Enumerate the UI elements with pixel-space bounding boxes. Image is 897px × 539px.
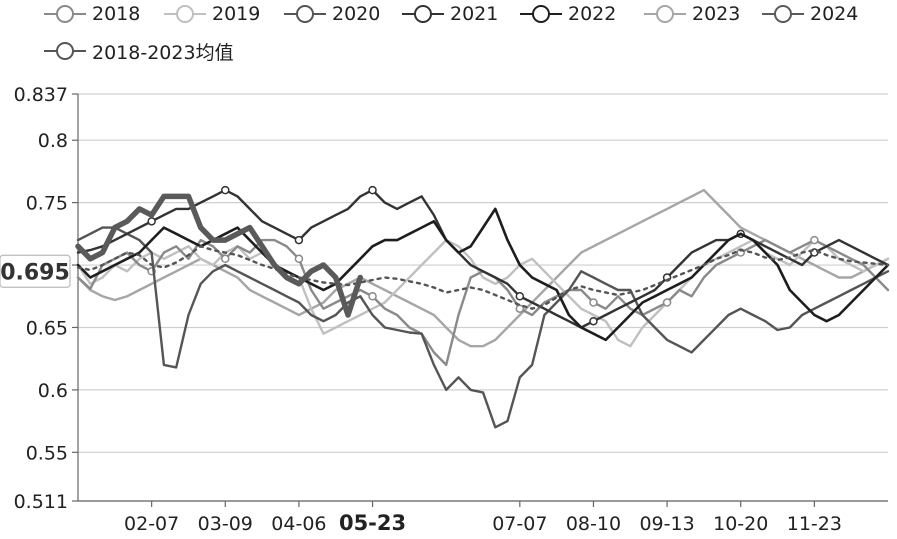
legend-item[interactable]: 2018-2023均值 (42, 38, 234, 64)
legend-item[interactable]: 2023 (642, 1, 740, 27)
legend-item[interactable]: 2021 (400, 1, 498, 27)
legend-label: 2024 (810, 3, 859, 25)
legend-label: 2021 (450, 3, 499, 25)
x-tick-label: 08-10 (566, 513, 621, 535)
x-tick-label: 11-23 (787, 513, 842, 535)
legend-label: 2018 (92, 3, 141, 25)
data-point (589, 316, 598, 326)
legend-item[interactable]: 2024 (760, 1, 858, 27)
data-point (515, 292, 525, 301)
y-tick-label: 0.65 (26, 317, 68, 339)
legend-swatch-icon (164, 5, 206, 23)
x-tick-label: 03-09 (198, 513, 253, 535)
x-tick-label: 07-07 (492, 513, 547, 535)
y-highlight-box (0, 254, 71, 288)
series-lines (75, 185, 890, 429)
legend-swatch-icon (520, 5, 562, 23)
data-point (147, 217, 156, 226)
y-tick-label: 0.55 (26, 442, 68, 464)
y-tick-label: 0.837 (14, 84, 68, 106)
legend-label: 2022 (568, 3, 617, 25)
data-point (515, 304, 525, 313)
grid-lines (78, 93, 888, 502)
series-line (75, 193, 364, 318)
x-tick-label: 02-07 (124, 513, 179, 535)
legend-swatch-icon (44, 5, 86, 23)
series-line (76, 238, 890, 348)
data-point (368, 185, 377, 195)
data-point (221, 185, 230, 195)
legend-label: 2023 (692, 3, 741, 25)
legend-label: 2019 (212, 3, 261, 25)
data-point (294, 235, 304, 245)
legend-label: 2020 (332, 3, 381, 25)
y-tick-label: 0.511 (14, 491, 68, 513)
legend-label: 2018-2023均值 (92, 41, 234, 64)
x-tick-label: 10-20 (713, 513, 768, 535)
x-tick-label: 05-23 (339, 511, 406, 535)
legend-swatch-icon (284, 5, 326, 23)
series-line (76, 226, 890, 429)
y-highlight-label: 0.695 (0, 260, 70, 285)
legend-item[interactable]: 2019 (162, 1, 260, 27)
data-point (294, 254, 304, 264)
legend-item[interactable]: 2020 (282, 1, 380, 27)
data-point (810, 235, 819, 245)
x-tick-label: 04-06 (271, 513, 326, 535)
y-tick-label: 0.8 (38, 130, 68, 152)
data-point (368, 292, 377, 301)
legend-swatch-icon (402, 5, 444, 23)
y-tick-label: 0.75 (26, 193, 68, 215)
legend-swatch-icon (644, 5, 686, 23)
legend: 2018 2019 2020 2021 2022 2023 2024 2018-2023均值 (0, 0, 897, 70)
data-point (221, 254, 230, 264)
legend-item[interactable]: 2022 (518, 1, 616, 27)
x-axis: 02-07 03-09 04-06 05-23 07-07 08-10 09-13 10-20… (78, 500, 888, 535)
legend-swatch-icon (44, 42, 86, 60)
legend-item[interactable]: 2018 (42, 1, 140, 27)
y-tick-label: 0.6 (38, 380, 68, 402)
legend-swatch-icon (762, 5, 804, 23)
data-point (662, 298, 672, 307)
x-tick-label: 09-13 (639, 513, 694, 535)
data-point (589, 298, 598, 307)
